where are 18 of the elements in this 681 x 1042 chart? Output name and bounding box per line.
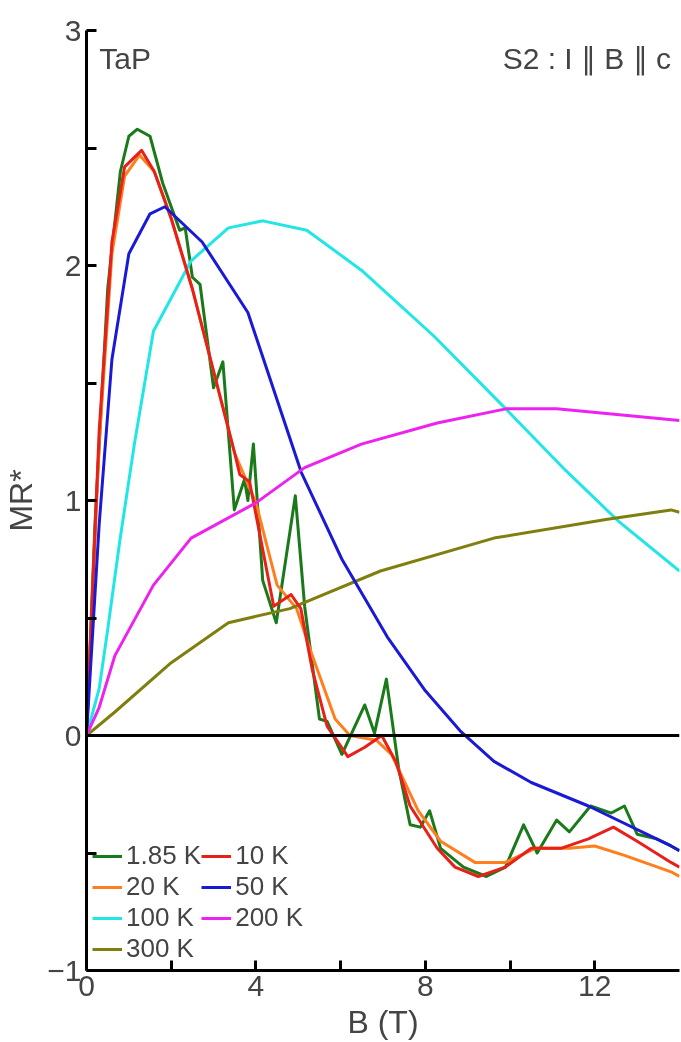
y-tick-label: 1 <box>64 483 82 517</box>
legend-label: 1.85 K <box>126 840 202 871</box>
y-tick-label: 0 <box>64 718 82 752</box>
legend-label: 300 K <box>126 933 194 964</box>
legend-label: 20 K <box>126 871 180 902</box>
x-tick-label: 4 <box>247 968 265 1002</box>
annotation: TaP <box>99 42 151 76</box>
annotation: S2 : I ∥ B ∥ c <box>502 42 672 77</box>
legend-label: 100 K <box>126 902 194 933</box>
y-axis-title: MR* <box>3 469 40 532</box>
y-tick-label: 3 <box>64 13 82 47</box>
x-tick-label: 12 <box>578 968 612 1002</box>
x-tick-label: 8 <box>417 968 434 1002</box>
y-tick-label: 2 <box>64 248 82 282</box>
x-axis-title: B (T) <box>347 1003 419 1040</box>
legend-label: 200 K <box>235 902 304 933</box>
legend-label: 50 K <box>235 871 289 902</box>
legend-label: 10 K <box>235 840 289 871</box>
